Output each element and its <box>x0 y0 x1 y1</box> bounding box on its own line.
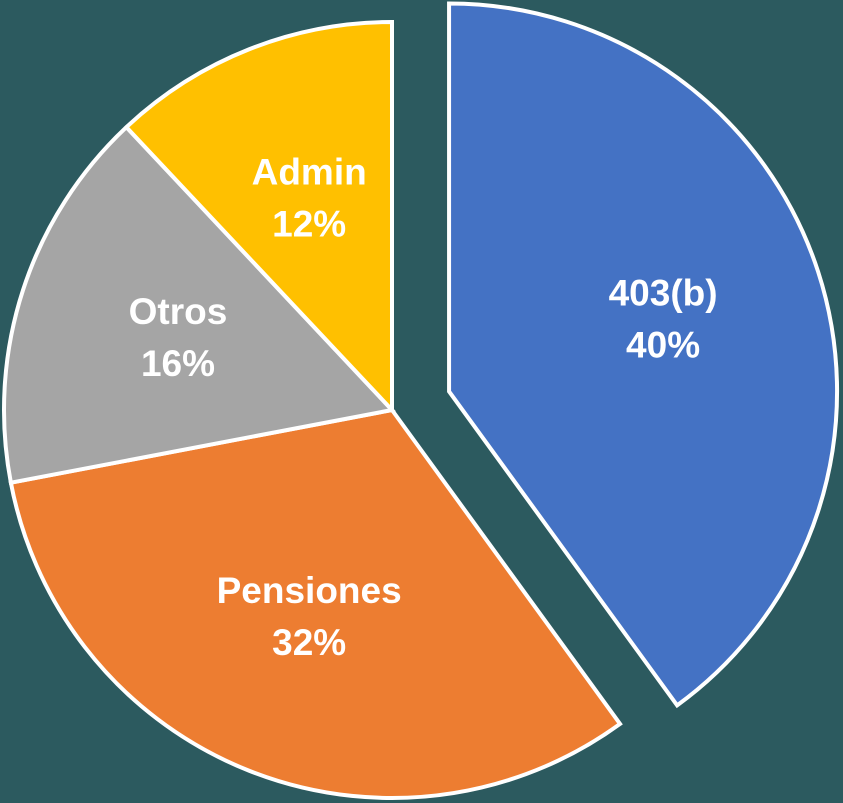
slice-value-label: 16% <box>141 343 215 384</box>
slice-label: Admin <box>252 152 367 193</box>
pie-slice <box>447 1 839 709</box>
pie-slice <box>2 124 396 486</box>
slice-value-label: 12% <box>272 204 346 245</box>
pie-slice <box>123 19 394 416</box>
pie-slice <box>8 407 623 801</box>
slice-value-label: 32% <box>272 622 346 663</box>
slice-label: 403(b) <box>609 273 718 314</box>
slice-label: Pensiones <box>217 570 402 611</box>
slice-value-label: 40% <box>626 325 700 366</box>
slice-label: Otros <box>129 291 228 332</box>
